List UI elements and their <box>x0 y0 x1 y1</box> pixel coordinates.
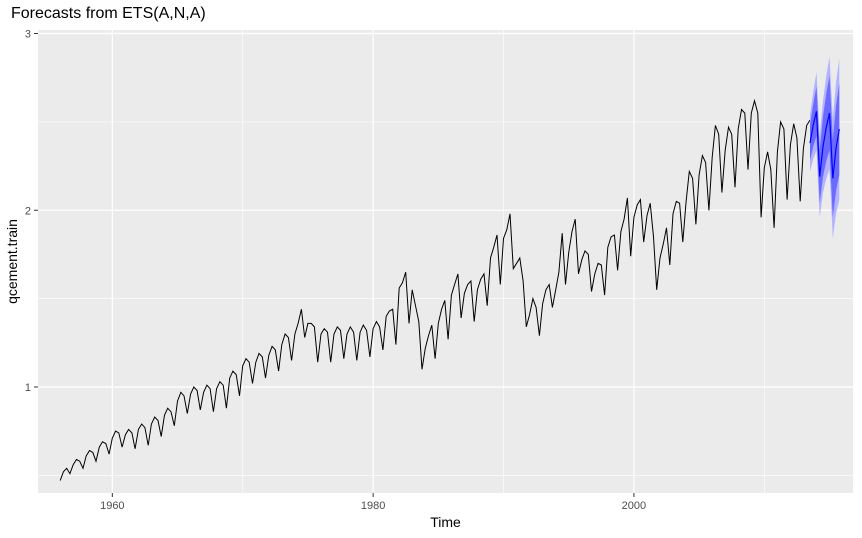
observed-series-line <box>59 98 811 481</box>
y-axis-title: qcement.train <box>4 219 20 304</box>
x-tick-label: 1980 <box>361 500 385 512</box>
plot-panel <box>38 30 853 493</box>
x-tick-label: 1960 <box>100 500 124 512</box>
x-tick-label: 2000 <box>622 500 646 512</box>
pi-80-band <box>810 75 840 218</box>
y-tick-label: 3 <box>25 29 31 41</box>
forecast-line <box>809 111 840 179</box>
y-tick-label: 1 <box>25 382 31 394</box>
y-tick-label: 2 <box>25 205 31 217</box>
chart-title: Forecasts from ETS(A,N,A) <box>11 5 206 22</box>
x-axis-title: Time <box>430 514 461 530</box>
